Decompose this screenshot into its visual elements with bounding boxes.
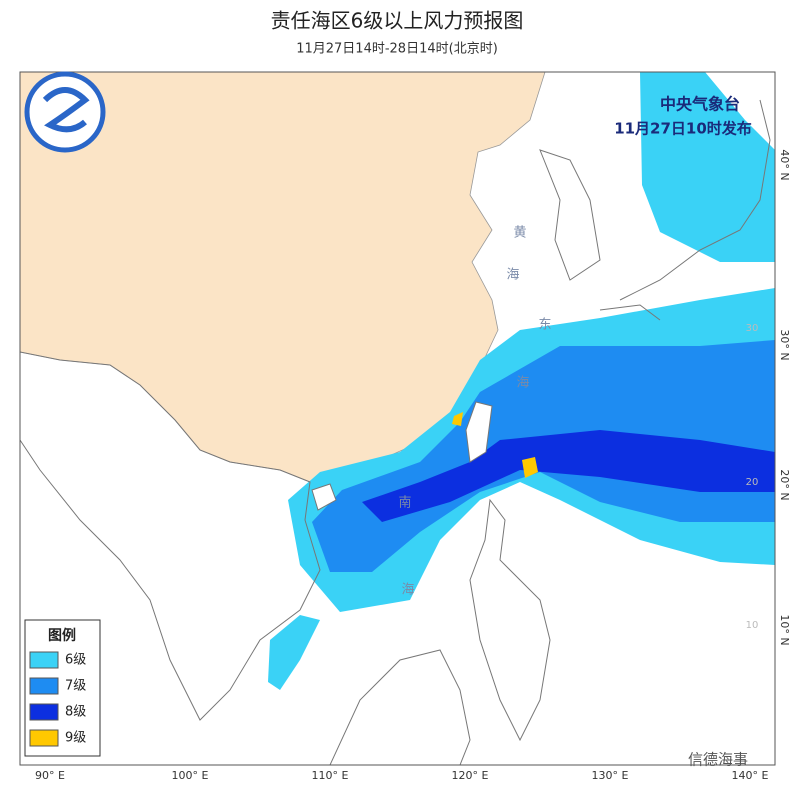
inner-lat-label: 20 — [746, 477, 759, 488]
legend-title: 图例 — [48, 627, 76, 644]
sea-label: 海 — [401, 583, 414, 598]
lat-label: 20° N — [778, 469, 791, 500]
coast-borneo — [329, 649, 471, 765]
map-border — [19, 71, 776, 766]
inner-lat-label: 10 — [746, 620, 759, 631]
legend-label: 9级 — [65, 731, 86, 746]
wind-zone-6 — [640, 72, 775, 262]
subtitle: 11月27日14时-28日14时(北京时) — [296, 42, 498, 57]
legend: 图例 6级 7级 8级 9级 — [24, 619, 101, 757]
issuer-agency: 中央气象台 — [660, 95, 740, 114]
wind-zone-9 — [452, 412, 463, 426]
wind-zone-6 — [268, 615, 320, 690]
title: 责任海区6级以上风力预报图 — [271, 9, 524, 33]
legend-label: 6级 — [65, 653, 86, 668]
lon-label: 130° E — [592, 769, 629, 782]
sea-label: 南 — [398, 495, 411, 511]
lon-label: 110° E — [312, 769, 349, 782]
coast-japan — [599, 99, 771, 321]
map-frame — [19, 71, 776, 766]
island-hainan — [311, 483, 337, 511]
legend-swatch — [29, 703, 59, 721]
lon-label: 120° E — [452, 769, 489, 782]
coast-sea — [20, 351, 321, 721]
lat-label: 10° N — [778, 614, 791, 645]
map-labels: 90° E 100° E 110° E 120° E 130° E 140° E 40° N… — [35, 149, 791, 782]
watermark: 信德海事 — [688, 751, 748, 769]
sea-label: 东 — [538, 318, 551, 333]
legend-swatch — [29, 729, 59, 747]
issue-time: 11月27日10时发布 — [614, 120, 752, 138]
lon-label: 140° E — [732, 769, 769, 782]
sea-label: 海 — [516, 376, 529, 391]
coast-philippines — [469, 498, 551, 742]
lat-label: 40° N — [778, 149, 791, 180]
lat-label: 30° N — [778, 329, 791, 360]
legend-label: 7级 — [65, 679, 86, 694]
sea-label: 黄 — [513, 226, 526, 241]
legend-label: 8级 — [65, 705, 86, 720]
legend-swatch — [29, 677, 59, 695]
sea-label: 海 — [506, 268, 519, 283]
wind-zone-9 — [522, 457, 538, 478]
inner-lat-label: 30 — [746, 323, 759, 334]
coast-korea — [539, 149, 601, 281]
legend-swatch — [29, 651, 59, 669]
island-taiwan — [465, 401, 493, 463]
lon-label: 90° E — [35, 769, 65, 782]
logo — [24, 71, 106, 153]
lon-label: 100° E — [172, 769, 209, 782]
wind-zone-8 — [362, 430, 775, 522]
